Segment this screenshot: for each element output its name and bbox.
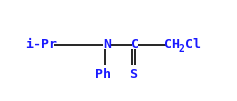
Text: Cl: Cl — [185, 38, 201, 51]
Text: i-Pr: i-Pr — [26, 38, 58, 51]
Text: CH: CH — [164, 38, 180, 51]
Text: C: C — [131, 38, 139, 51]
Text: S: S — [129, 68, 137, 81]
Text: N: N — [103, 38, 111, 51]
Text: 2: 2 — [178, 44, 184, 54]
Text: Ph: Ph — [95, 68, 111, 81]
